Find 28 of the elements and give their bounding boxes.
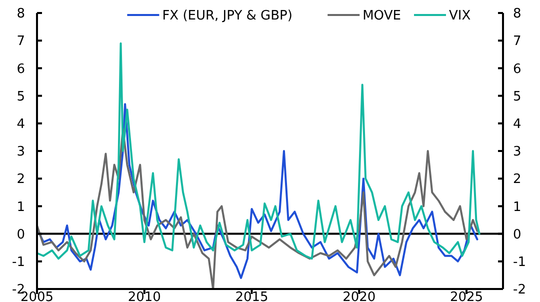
y-tick-label: 8: [16, 6, 25, 22]
legend-label: MOVE: [362, 8, 401, 24]
y2-tick-label: -1: [513, 254, 526, 270]
y-tick-label: 3: [16, 144, 25, 160]
x-tick-label: 2015: [235, 290, 268, 302]
y2-tick-label: 2: [513, 172, 522, 188]
y2-tick-label: -2: [513, 282, 526, 298]
x-tick-label: 2010: [128, 290, 161, 302]
legend-label: VIX: [449, 8, 471, 24]
y-tick-label: 1: [16, 200, 25, 215]
y2-tick-label: 3: [513, 144, 522, 160]
y-tick-label: 7: [16, 34, 25, 50]
legend-label: FX (EUR, JPY & GBP): [162, 8, 292, 24]
y-tick-label: 0: [16, 227, 25, 242]
y2-tick-label: 1: [513, 200, 522, 215]
y-tick-label: -1: [12, 254, 25, 270]
x-tick-label: 2020: [342, 290, 376, 302]
y2-tick-label: 5: [513, 89, 522, 104]
y2-tick-label: 6: [513, 62, 522, 77]
y-tick-label: 2: [16, 172, 25, 188]
y2-tick-label: 7: [513, 34, 522, 50]
y2-tick-label: 4: [513, 116, 522, 132]
y-tick-label: 6: [16, 62, 25, 77]
y-tick-label: 4: [16, 116, 25, 132]
y-tick-label: 5: [16, 89, 25, 104]
y2-tick-label: 8: [513, 6, 522, 22]
y2-tick-label: 0: [513, 227, 522, 242]
x-tick-label: 2025: [450, 290, 484, 302]
